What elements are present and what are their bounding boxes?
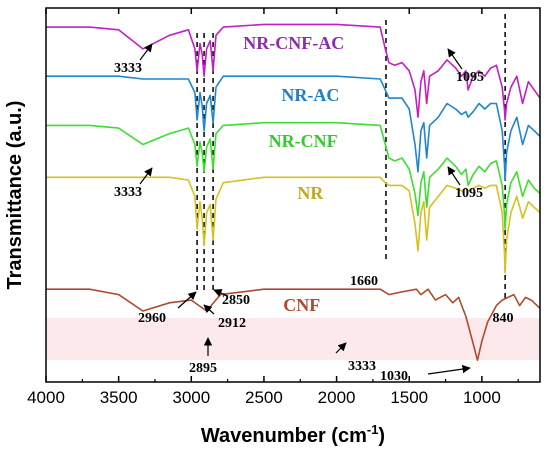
peak-label: 2960 [138, 311, 166, 326]
x-axis-ticks: 4000 3500 3000 2500 2000 1500 1000 [27, 8, 519, 407]
series-line-nr-cnf-ac [46, 23, 541, 121]
annotation-arrow [427, 364, 471, 375]
x-tick-label: 2000 [318, 388, 356, 407]
x-tick-label: 1000 [463, 388, 501, 407]
series-label-cnf: CNF [283, 295, 320, 315]
annotation-arrow [177, 291, 197, 309]
x-tick-label: 3000 [172, 388, 210, 407]
x-tick-label: 4000 [27, 388, 65, 407]
peak-label: 3333 [114, 185, 142, 200]
series-line-cnf [46, 288, 541, 362]
plot-frame [45, 7, 541, 383]
annotation-arrow [335, 342, 347, 354]
peak-label: 2895 [189, 361, 217, 376]
cnf-highlight-band [46, 318, 540, 360]
series-label-nr: NR [297, 183, 324, 203]
series-label-nr-cnf-ac: NR-CNF-AC [243, 33, 344, 53]
annotation-arrow [213, 289, 229, 297]
annotation-arrow [447, 48, 463, 70]
peak-label: 1660 [350, 274, 378, 289]
annotation-arrow [139, 167, 153, 185]
series-label-nr-cnf: NR-CNF [269, 131, 338, 151]
annotation-arrow [203, 304, 215, 315]
peak-label: 2912 [218, 316, 246, 331]
peak-label: 3333 [114, 61, 142, 76]
series-line-nr [46, 176, 541, 274]
series-label-nr-ac: NR-AC [281, 85, 339, 105]
peak-label: 1095 [456, 70, 484, 85]
peak-label: 1030 [380, 369, 408, 384]
peak-label: 1095 [455, 186, 483, 201]
series-line-nr-ac [46, 75, 541, 181]
x-tick-label: 3500 [100, 388, 138, 407]
x-axis-title: Wavenumber (cm-1) [201, 422, 385, 447]
series-line-nr-cnf [46, 121, 541, 230]
annotation-arrow [447, 166, 461, 186]
series-lines [46, 23, 541, 362]
peak-label: 2850 [222, 293, 250, 308]
peak-annotations: 3333 1095 3333 1095 2960 2912 2850 1660 840 3333 2… [114, 43, 514, 384]
peak-label: 3333 [348, 359, 376, 374]
x-tick-label: 1500 [390, 388, 428, 407]
annotation-arrow [139, 43, 153, 61]
peak-label: 840 [493, 311, 514, 326]
x-tick-label: 2500 [245, 388, 283, 407]
series-labels: NR-CNF-AC NR-AC NR-CNF NR CNF [243, 33, 344, 315]
y-axis-title: Transmittance (a.u.) [4, 101, 26, 290]
